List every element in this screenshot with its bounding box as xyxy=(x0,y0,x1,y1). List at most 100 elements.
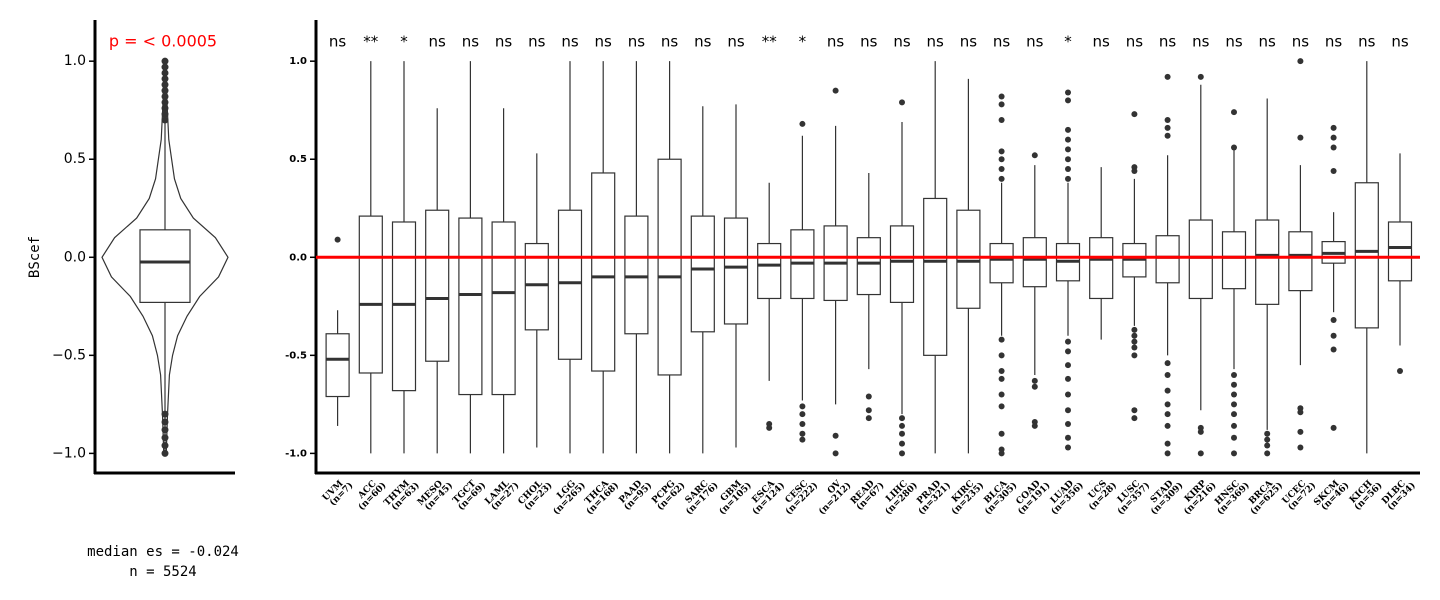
outlier xyxy=(1065,420,1071,427)
outlier xyxy=(799,430,806,437)
outlier xyxy=(1231,450,1237,457)
outlier xyxy=(1297,428,1304,435)
significance: ns xyxy=(1259,33,1277,51)
significance: ns xyxy=(462,33,480,51)
outlier xyxy=(1264,442,1271,449)
outlier xyxy=(865,415,872,422)
outlier xyxy=(1264,436,1271,443)
outlier xyxy=(161,426,169,434)
chart-title: p = < 0.0005 xyxy=(109,32,217,51)
outlier xyxy=(1197,450,1204,457)
y-tick-label: −1.0 xyxy=(52,445,86,461)
outlier xyxy=(865,407,872,414)
outlier xyxy=(799,420,806,427)
significance: ns xyxy=(993,33,1011,51)
outlier xyxy=(161,98,169,106)
outlier xyxy=(998,117,1005,124)
outlier xyxy=(998,101,1005,108)
outlier xyxy=(1131,338,1138,345)
y-tick-label: 1.0 xyxy=(64,53,86,69)
outlier xyxy=(1065,166,1071,173)
outlier xyxy=(899,450,905,457)
outlier xyxy=(1065,146,1071,153)
outlier xyxy=(998,391,1005,398)
outlier xyxy=(998,93,1005,100)
outlier xyxy=(161,57,169,65)
outlier xyxy=(1297,444,1304,451)
outlier xyxy=(899,430,905,437)
y-tick-label: 0.0 xyxy=(64,249,86,265)
significance: ns xyxy=(1225,33,1243,51)
outlier xyxy=(1031,152,1038,159)
outlier xyxy=(1231,381,1237,388)
outlier xyxy=(998,450,1005,457)
box xyxy=(1288,231,1313,292)
significance: ns xyxy=(329,33,347,51)
box xyxy=(723,217,749,325)
significance: ns xyxy=(1192,33,1210,51)
box xyxy=(1022,237,1047,288)
outlier xyxy=(799,411,806,418)
outlier xyxy=(799,403,806,410)
outlier xyxy=(1065,97,1071,104)
outlier xyxy=(1164,132,1171,139)
significance: ns xyxy=(727,33,745,51)
outlier xyxy=(1065,89,1071,96)
outlier xyxy=(998,403,1005,410)
significance: ns xyxy=(827,33,845,51)
outlier xyxy=(1065,348,1071,355)
outlier xyxy=(1031,377,1038,384)
outlier xyxy=(161,63,169,71)
outlier xyxy=(1065,156,1071,163)
y-tick-label: 0.5 xyxy=(64,151,86,167)
outlier xyxy=(161,87,169,95)
outlier xyxy=(1065,136,1071,143)
box xyxy=(1354,182,1379,329)
outlier xyxy=(161,104,169,112)
significance: ns xyxy=(661,33,679,51)
outlier xyxy=(899,415,905,422)
significance: ns xyxy=(561,33,579,51)
outlier xyxy=(1330,346,1337,353)
outlier xyxy=(161,92,169,100)
box xyxy=(956,209,981,309)
outlier xyxy=(1164,124,1171,131)
outlier xyxy=(1065,391,1071,398)
outlier xyxy=(998,352,1005,359)
box xyxy=(358,215,383,374)
outlier xyxy=(1131,344,1138,351)
outlier xyxy=(1297,134,1304,141)
significance: ns xyxy=(1093,33,1111,51)
outlier xyxy=(1131,168,1138,174)
box xyxy=(989,242,1014,284)
box xyxy=(425,209,450,362)
outlier xyxy=(1231,434,1237,441)
significance: ns xyxy=(1026,33,1044,51)
outlier xyxy=(1231,391,1237,398)
outlier xyxy=(998,148,1005,155)
outlier xyxy=(1164,73,1171,80)
box xyxy=(458,217,483,396)
outlier xyxy=(1330,168,1337,174)
outlier xyxy=(1164,440,1171,447)
significance: * xyxy=(799,33,807,51)
significance: ns xyxy=(1159,33,1177,51)
outlier xyxy=(1231,371,1237,378)
box xyxy=(491,221,516,396)
outlier xyxy=(1231,411,1237,418)
box xyxy=(1387,221,1413,282)
outlier xyxy=(1264,450,1271,457)
significance: ** xyxy=(363,33,379,51)
annotation: median es = -0.024 xyxy=(87,544,239,560)
box xyxy=(923,197,948,356)
outlier xyxy=(832,450,839,457)
significance: ** xyxy=(762,33,778,51)
outlier xyxy=(1330,124,1337,131)
significance: ns xyxy=(960,33,978,51)
box xyxy=(624,215,649,335)
outlier xyxy=(1065,362,1071,369)
box xyxy=(889,225,915,303)
significance: ns xyxy=(628,33,646,51)
box xyxy=(657,158,682,376)
